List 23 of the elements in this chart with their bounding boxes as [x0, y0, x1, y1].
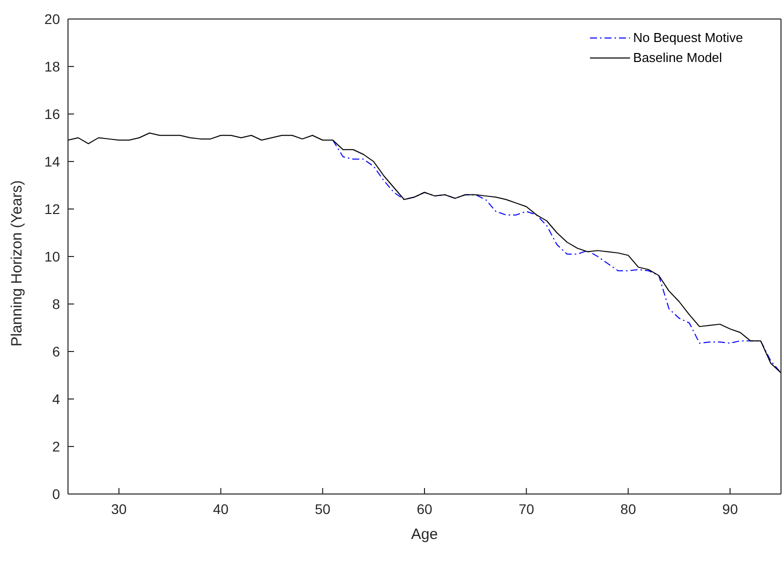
y-tick-label: 18: [44, 58, 60, 74]
y-tick-label: 10: [44, 248, 60, 264]
y-axis-title: Planning Horizon (Years): [8, 180, 26, 346]
y-tick-label: 20: [44, 11, 60, 27]
y-tick-label: 8: [52, 296, 60, 312]
y-tick-label: 14: [44, 154, 60, 170]
x-tick-label: 30: [111, 501, 127, 517]
line-series: [68, 132, 781, 374]
y-tick-label: 4: [52, 391, 60, 407]
legend-label: Baseline Model: [633, 49, 722, 67]
legend-label: No Bequest Motive: [633, 29, 743, 47]
x-tick-label: 80: [620, 501, 636, 517]
y-tick-label: 2: [52, 438, 60, 454]
x-axis-title: Age: [411, 526, 438, 543]
y-tick-label: 0: [52, 486, 60, 502]
x-tick-label: 40: [212, 501, 229, 517]
x-tick-label: 60: [416, 501, 432, 517]
y-tick-label: 12: [44, 201, 60, 217]
x-tick-label: 50: [314, 501, 331, 517]
x-tick-label: 70: [518, 501, 534, 517]
x-tick-label: 90: [722, 501, 738, 517]
y-tick-label: 16: [44, 106, 60, 122]
y-tick-label: 6: [52, 344, 60, 360]
